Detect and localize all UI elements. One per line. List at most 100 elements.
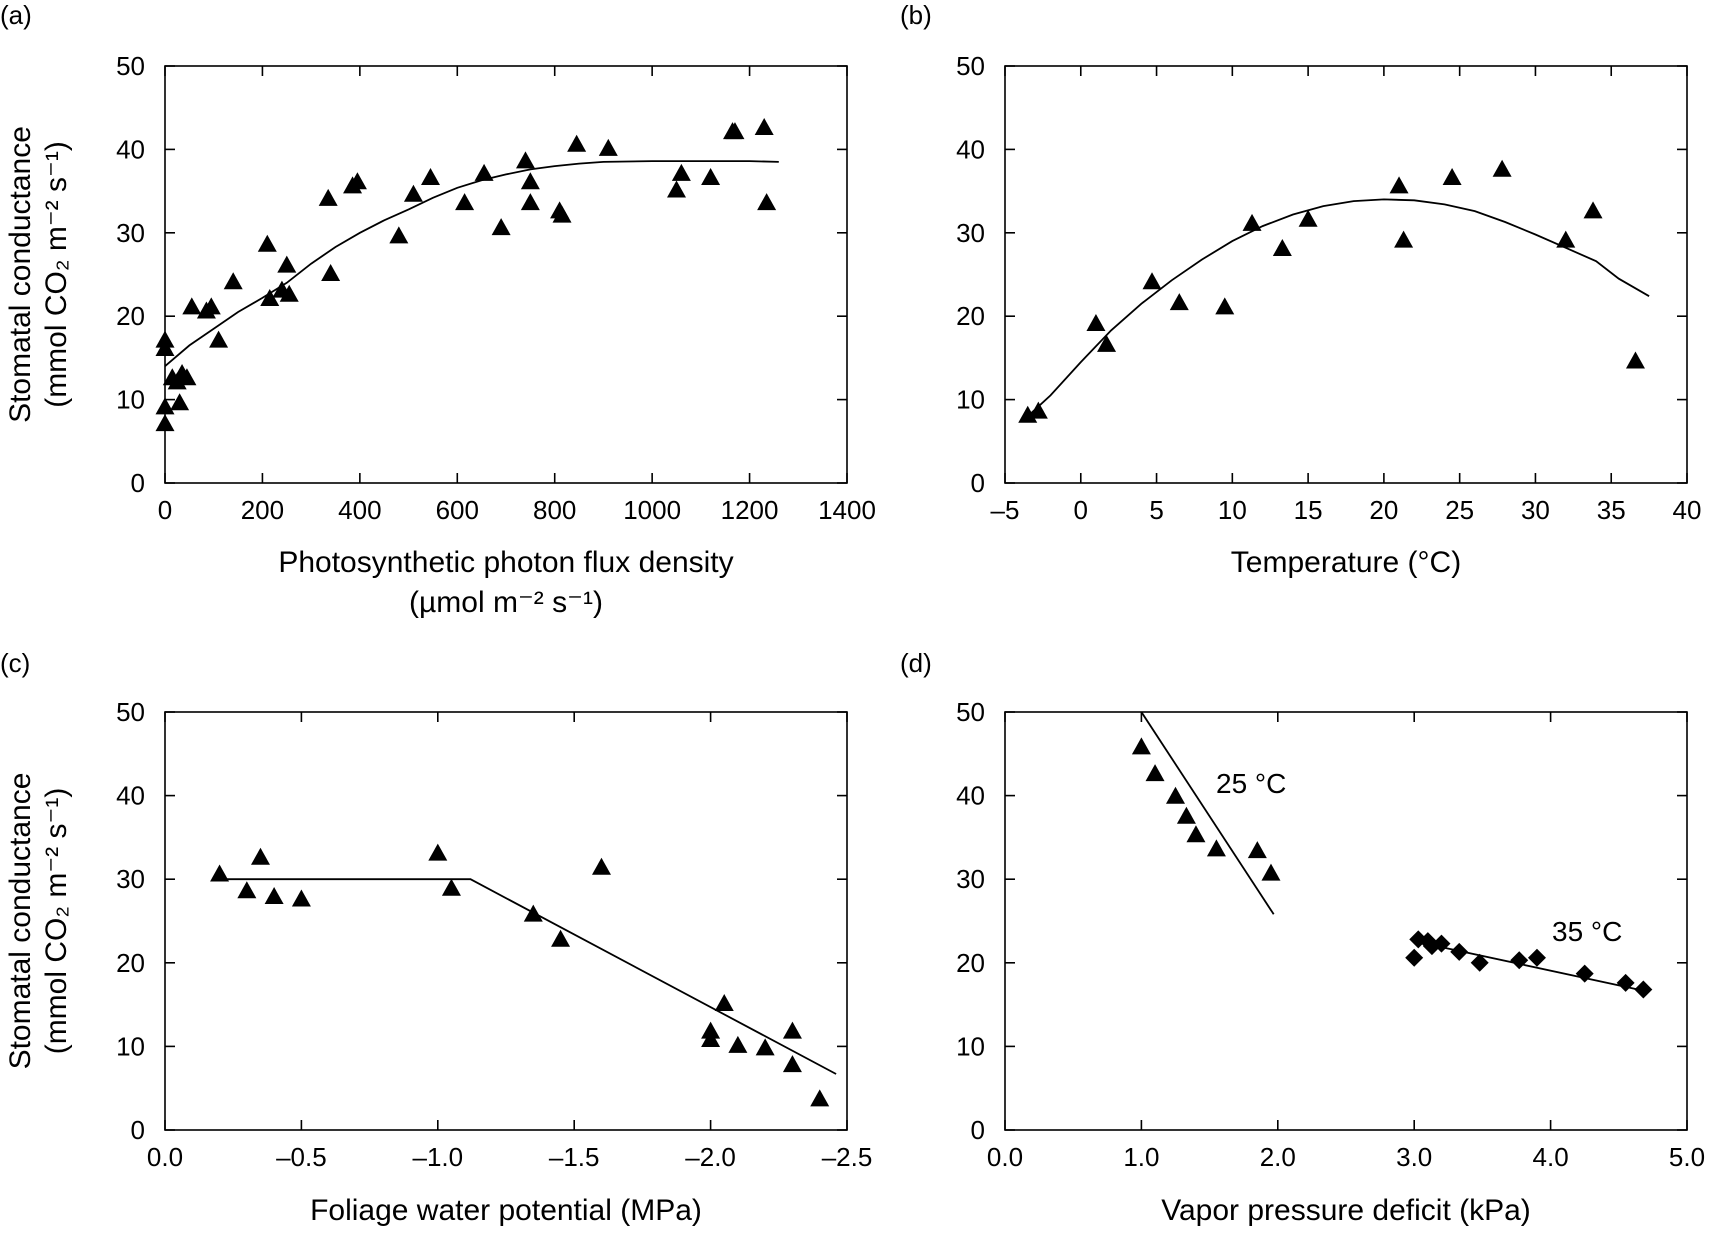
data-point: [155, 414, 175, 432]
data-point: [201, 297, 221, 315]
data-point: [1261, 863, 1281, 881]
data-point: [754, 118, 774, 136]
x-tick-label: 25: [1445, 495, 1474, 525]
panel-b: (b) –5 0 5 10 15 20 25 30 35 4001020304050Tempera…: [900, 0, 1701, 579]
y-tick-label: 40: [116, 134, 145, 164]
x-tick-label: 0: [1074, 495, 1088, 525]
data-point: [1186, 825, 1206, 843]
data-point: [1097, 334, 1117, 352]
data-point: [1634, 980, 1653, 999]
x-tick-label: 1400: [818, 495, 876, 525]
x-tick-label: 800: [533, 495, 576, 525]
data-point: [1527, 948, 1546, 967]
y-tick-label: 50: [956, 697, 985, 727]
data-point: [1247, 841, 1267, 859]
data-point: [1405, 948, 1424, 967]
data-point: [1176, 806, 1196, 824]
y-axis-title: (mmol CO₂ m⁻² s⁻¹): [40, 788, 73, 1055]
data-point: [520, 193, 540, 211]
x-tick-label: 4.0: [1533, 1142, 1569, 1172]
x-tick-label: 20: [1369, 495, 1398, 525]
x-tick-label: 1.0: [1123, 1142, 1159, 1172]
x-tick-label: 1000: [623, 495, 681, 525]
x-tick-label: 0.0: [147, 1142, 183, 1172]
data-point: [1028, 401, 1048, 419]
data-point: [1556, 230, 1576, 248]
y-tick-label: 0: [131, 1115, 145, 1145]
data-point: [210, 864, 230, 882]
y-axis-title: Stomatal conductance: [4, 126, 37, 423]
y-tick-label: 10: [956, 1031, 985, 1061]
data-point: [714, 994, 734, 1012]
data-point: [1450, 942, 1469, 961]
y-tick-label: 30: [956, 864, 985, 894]
data-point: [1470, 953, 1489, 972]
data-point: [1206, 839, 1226, 857]
data-point: [515, 151, 535, 169]
y-tick-label: 50: [116, 51, 145, 81]
data-point: [474, 163, 494, 181]
data-point: [1145, 764, 1165, 782]
data-point: [155, 397, 175, 415]
y-tick-label: 20: [956, 948, 985, 978]
panel-c: (c) 0.0 –0.5 –1.0 –1.5 –2.0 –2.5 0 10 20 30 40 50 Fo…: [0, 648, 872, 1227]
fit-line: [1140, 711, 1275, 915]
data-point: [782, 1021, 802, 1039]
x-tick-label: 35: [1597, 495, 1626, 525]
data-point: [567, 134, 587, 152]
data-point: [441, 878, 461, 896]
x-tick-label: 200: [241, 495, 284, 525]
x-axis-title: Foliage water potential (MPa): [310, 1194, 702, 1227]
data-point: [728, 1035, 748, 1053]
data-point: [552, 205, 572, 223]
data-point: [591, 857, 611, 875]
data-point: [177, 368, 197, 386]
y-tick-label: 20: [116, 948, 145, 978]
panel-a: (a) 0 200 400 600 800 1000 1200 1400 0 10 20 30 40 50…: [0, 0, 876, 619]
data-point: [1272, 238, 1292, 256]
x-tick-label: 15: [1294, 495, 1323, 525]
x-axis-title: Temperature (°C): [1231, 546, 1461, 579]
x-tick-label: –1.5: [549, 1142, 600, 1172]
panel-b-label: (b): [900, 0, 932, 30]
data-point: [810, 1089, 830, 1107]
y-tick-label: 10: [116, 1031, 145, 1061]
y-tick-label: 0: [971, 1115, 985, 1145]
data-point: [1575, 964, 1594, 983]
x-tick-label: –2.5: [822, 1142, 873, 1172]
data-point: [1142, 272, 1162, 290]
x-tick-label: –0.5: [276, 1142, 327, 1172]
data-point: [1394, 230, 1414, 248]
data-point: [1215, 297, 1235, 315]
fit-line: [1027, 198, 1650, 417]
data-point: [182, 297, 202, 315]
panel-c-label: (c): [0, 648, 30, 678]
data-point: [725, 122, 745, 140]
panel-d: (d) 0.0 1.0 2.0 3.0 4.0 5.0 0 10 20 30 40 50 Vapor p…: [900, 648, 1705, 1227]
y-tick-label: 10: [116, 385, 145, 415]
data-point: [1086, 314, 1106, 331]
data-point: [551, 929, 571, 947]
data-point: [755, 1038, 775, 1056]
data-point: [257, 234, 277, 252]
x-tick-label: 30: [1521, 495, 1550, 525]
y-tick-label: 0: [131, 468, 145, 498]
data-point: [318, 188, 338, 206]
plot-frame: [1004, 65, 1688, 484]
data-point: [428, 843, 448, 861]
x-tick-label: 2.0: [1260, 1142, 1296, 1172]
data-point: [1432, 934, 1451, 953]
x-tick-label: 3.0: [1396, 1142, 1432, 1172]
data-point: [1616, 973, 1635, 992]
y-tick-label: 50: [116, 697, 145, 727]
y-tick-label: 40: [956, 781, 985, 811]
x-tick-label: 0: [158, 495, 172, 525]
x-axis-title: (µmol m⁻² s⁻¹): [409, 586, 603, 619]
data-point: [1166, 786, 1185, 804]
data-point: [1169, 293, 1189, 311]
y-tick-label: 0: [971, 468, 985, 498]
data-point: [1492, 159, 1512, 177]
data-point: [701, 168, 721, 186]
plot-frame: [1004, 711, 1688, 1131]
